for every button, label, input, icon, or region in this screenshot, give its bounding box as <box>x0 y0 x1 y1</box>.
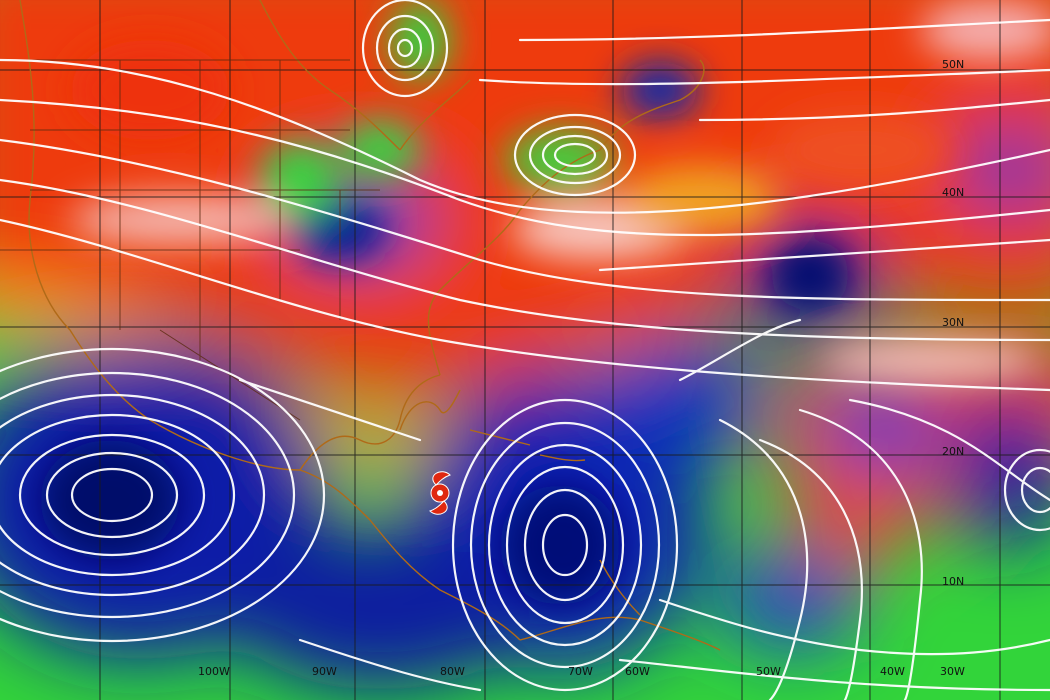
lat-label-10n: 10N <box>942 575 964 588</box>
lon-label-70w: 70W <box>568 665 593 678</box>
lat-label-20n: 20N <box>942 445 964 458</box>
longitude-labels: 100W 90W 80W 70W 60W 50W 40W 30W <box>198 665 965 678</box>
lon-label-40w: 40W <box>880 665 905 678</box>
lon-label-90w: 90W <box>312 665 337 678</box>
latitude-labels: 50N 40N 30N 20N 10N <box>942 58 964 588</box>
lat-label-30n: 30N <box>942 316 964 329</box>
lon-label-30w: 30W <box>940 665 965 678</box>
hurricane-symbol-icon <box>429 471 451 515</box>
political-borders <box>0 59 380 421</box>
lon-label-100w: 100W <box>198 665 230 678</box>
lon-label-50w: 50W <box>756 665 781 678</box>
lon-label-80w: 80W <box>440 665 465 678</box>
lat-label-50n: 50N <box>942 58 964 71</box>
lat-label-40n: 40N <box>942 186 964 199</box>
lon-label-60w: 60W <box>625 665 650 678</box>
